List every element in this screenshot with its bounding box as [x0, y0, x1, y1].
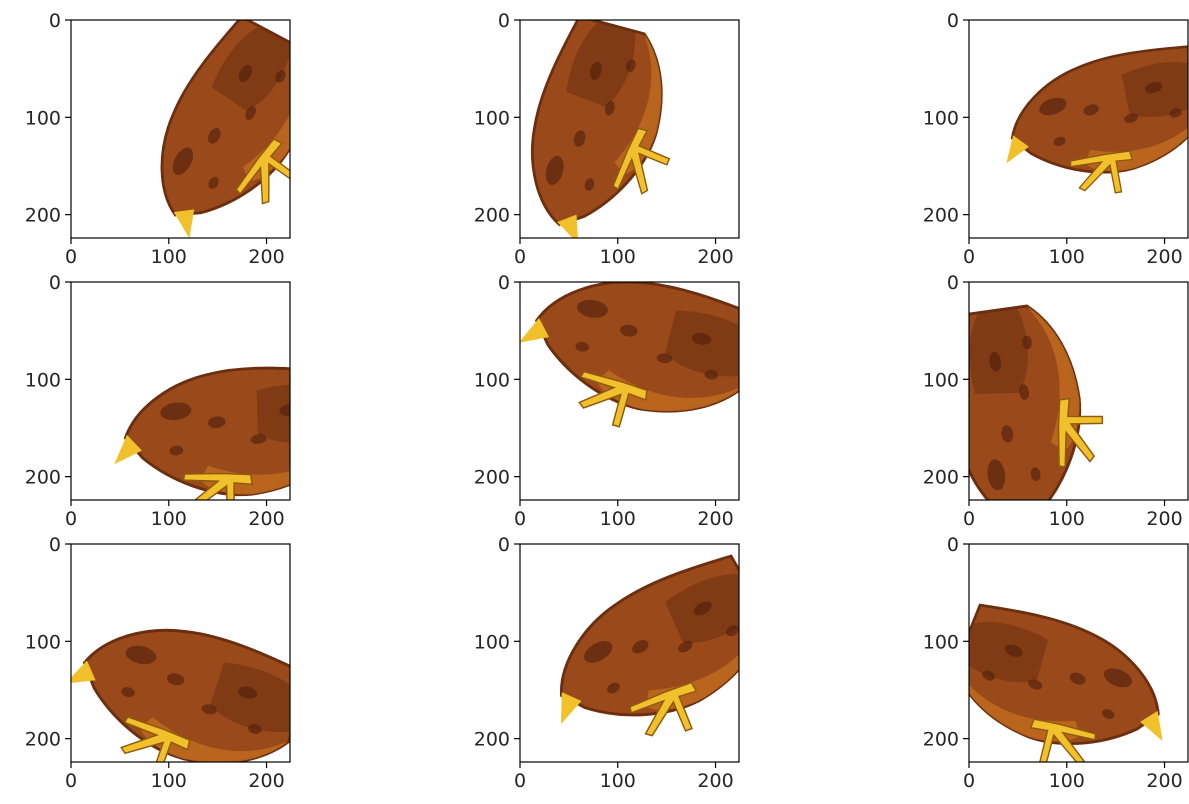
x-tick-label: 100	[151, 770, 187, 792]
y-tick-label: 200	[474, 467, 510, 489]
x-tick-label: 0	[65, 246, 77, 268]
y-tick-label: 0	[49, 272, 61, 294]
x-tick-label: 100	[600, 770, 636, 792]
axes-frame	[968, 281, 1189, 501]
x-tick-label: 200	[248, 246, 284, 268]
x-tick-label: 200	[1146, 770, 1182, 792]
x-tick-label: 100	[151, 246, 187, 268]
x-tick-label: 0	[65, 508, 77, 530]
y-tick-label: 100	[474, 369, 510, 391]
x-tick-label: 200	[697, 246, 733, 268]
axes-frame	[519, 281, 740, 501]
axes-frame	[519, 543, 740, 763]
y-tick-label: 0	[49, 10, 61, 32]
y-tick-label: 0	[947, 534, 959, 556]
x-tick-label: 200	[248, 770, 284, 792]
x-tick-label: 0	[514, 770, 526, 792]
x-tick-label: 100	[1049, 246, 1085, 268]
x-tick-label: 0	[65, 770, 77, 792]
axes-frame	[70, 543, 291, 763]
y-tick-label: 100	[923, 107, 959, 129]
y-tick-label: 0	[498, 272, 510, 294]
y-tick-label: 0	[947, 272, 959, 294]
x-tick-label: 0	[514, 246, 526, 268]
y-tick-label: 200	[474, 205, 510, 227]
x-tick-label: 100	[1049, 770, 1085, 792]
x-tick-label: 0	[963, 246, 975, 268]
x-tick-label: 0	[514, 508, 526, 530]
x-tick-label: 0	[963, 770, 975, 792]
y-tick-label: 0	[498, 10, 510, 32]
x-tick-label: 100	[1049, 508, 1085, 530]
y-tick-label: 100	[25, 369, 61, 391]
x-tick-label: 200	[697, 770, 733, 792]
y-tick-label: 200	[25, 467, 61, 489]
x-tick-label: 0	[963, 508, 975, 530]
axes-frame	[519, 19, 740, 239]
axes-frame	[968, 543, 1189, 763]
x-tick-label: 200	[248, 508, 284, 530]
axes-frame	[70, 281, 291, 501]
y-tick-label: 0	[498, 534, 510, 556]
x-tick-label: 200	[1146, 246, 1182, 268]
axes-frame	[70, 19, 291, 239]
y-tick-label: 100	[25, 107, 61, 129]
x-tick-label: 100	[600, 246, 636, 268]
y-tick-label: 200	[474, 729, 510, 751]
y-tick-label: 200	[25, 205, 61, 227]
y-tick-label: 0	[49, 534, 61, 556]
y-tick-label: 200	[923, 205, 959, 227]
x-tick-label: 200	[697, 508, 733, 530]
y-tick-label: 100	[923, 631, 959, 653]
y-tick-label: 100	[25, 631, 61, 653]
x-tick-label: 200	[1146, 508, 1182, 530]
y-tick-label: 0	[947, 10, 959, 32]
y-tick-label: 100	[474, 631, 510, 653]
axes-frame	[968, 19, 1189, 239]
x-tick-label: 100	[151, 508, 187, 530]
x-tick-label: 100	[600, 508, 636, 530]
y-tick-label: 200	[25, 729, 61, 751]
y-tick-label: 100	[474, 107, 510, 129]
y-tick-label: 100	[923, 369, 959, 391]
y-tick-label: 200	[923, 729, 959, 751]
y-tick-label: 200	[923, 467, 959, 489]
